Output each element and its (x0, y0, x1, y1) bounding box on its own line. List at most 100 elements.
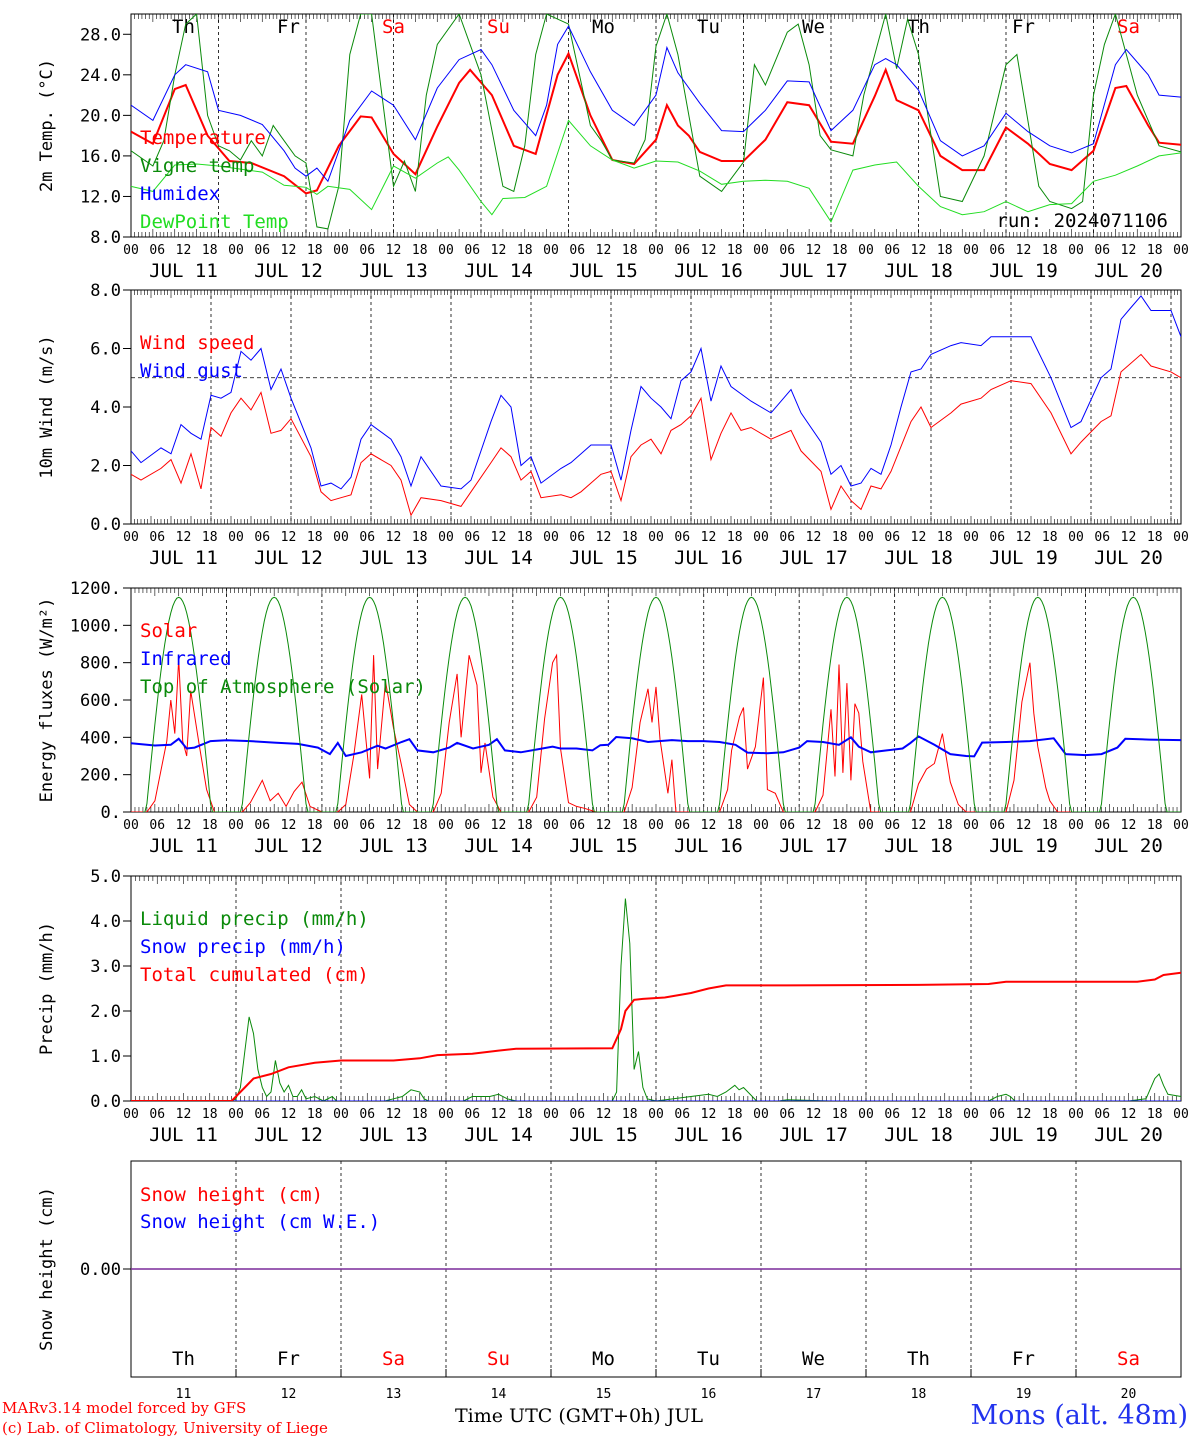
temp-series-humidex (131, 25, 1181, 183)
snow-ytick-label: 0.00 (80, 1260, 121, 1280)
wind-date-label: JUL 16 (674, 547, 743, 569)
precip-hour-label: 18 (517, 1107, 533, 1122)
temp-hour-label: 18 (622, 243, 638, 258)
energy-hour-label: 12 (701, 818, 717, 833)
energy-hour-label: 12 (281, 818, 297, 833)
temp-hour-label: 06 (884, 243, 900, 258)
snow-legend-entry: Snow height (cm W.E.) (140, 1211, 380, 1233)
snow-day-number: 18 (911, 1387, 927, 1402)
wind-hour-label: 18 (937, 530, 953, 545)
precip-hour-label: 00 (1068, 1107, 1084, 1122)
precip-date-label: JUL 12 (254, 1124, 323, 1146)
wind-ytick-label: 4.0 (90, 398, 121, 418)
precip-hour-label: 06 (884, 1107, 900, 1122)
wind-hour-label: 18 (1147, 530, 1163, 545)
temp-hour-label: 12 (386, 243, 402, 258)
temp-hour-label: 06 (464, 243, 480, 258)
wind-hour-label: 00 (123, 530, 139, 545)
energy-ytick-label: 1000. (70, 616, 121, 636)
temp-day-name: Mo (592, 16, 615, 38)
energy-ylabel: Energy fluxes (W/m²) (37, 598, 57, 803)
wind-series-wind-speed (131, 353, 1181, 517)
wind-hour-label: 00 (1173, 530, 1189, 545)
temp-date-label: JUL 14 (464, 260, 533, 282)
energy-hour-label: 00 (963, 818, 979, 833)
wind-hour-label: 00 (333, 530, 349, 545)
energy-hour-label: 18 (412, 818, 428, 833)
precip-series-total-cumulated-cm (131, 971, 1181, 1101)
temp-hour-label: 06 (149, 243, 165, 258)
precip-ytick-label: 4.0 (90, 912, 121, 932)
energy-hour-label: 18 (622, 818, 638, 833)
energy-date-label: JUL 16 (674, 835, 743, 857)
precip-hour-label: 00 (648, 1107, 664, 1122)
energy-hour-label: 06 (674, 818, 690, 833)
precip-date-label: JUL 19 (989, 1124, 1058, 1146)
temp-hour-label: 06 (254, 243, 270, 258)
wind-ytick-label: 8.0 (90, 281, 121, 301)
snow-day-number: 19 (1016, 1387, 1032, 1402)
energy-hour-label: 18 (307, 818, 323, 833)
temp-hour-label: 18 (412, 243, 428, 258)
energy-date-label: JUL 18 (884, 835, 953, 857)
precip-hour-label: 12 (701, 1107, 717, 1122)
temp-hour-label: 12 (281, 243, 297, 258)
precip-ytick-label: 2.0 (90, 1002, 121, 1022)
temp-legend-entry: Vigne temp (140, 155, 254, 177)
energy-hour-label: 12 (1016, 818, 1032, 833)
temp-hour-label: 12 (176, 243, 192, 258)
temp-date-label: JUL 20 (1094, 260, 1163, 282)
energy-hour-label: 12 (176, 818, 192, 833)
energy-hour-label: 06 (254, 818, 270, 833)
wind-hour-label: 12 (491, 530, 507, 545)
wind-hour-label: 06 (674, 530, 690, 545)
temp-date-label: JUL 19 (989, 260, 1058, 282)
energy-ytick-label: 0. (101, 803, 121, 823)
snow-day-name: Sa (382, 1348, 405, 1370)
precip-ylabel: Precip (mm/h) (37, 922, 57, 1055)
energy-hour-label: 18 (937, 818, 953, 833)
precip-hour-label: 00 (438, 1107, 454, 1122)
snow-day-name: We (802, 1348, 825, 1370)
temp-hour-label: 06 (779, 243, 795, 258)
precip-hour-label: 18 (1147, 1107, 1163, 1122)
wind-date-label: JUL 15 (569, 547, 638, 569)
wind-date-label: JUL 14 (464, 547, 533, 569)
wind-hour-label: 12 (176, 530, 192, 545)
energy-date-label: JUL 13 (359, 835, 428, 857)
precip-hour-label: 12 (911, 1107, 927, 1122)
x-axis-title: Time UTC (GMT+0h) JUL (455, 1405, 703, 1427)
temp-ytick-label: 16.0 (80, 147, 121, 167)
snow-day-name: Th (907, 1348, 930, 1370)
energy-date-label: JUL 11 (149, 835, 218, 857)
wind-date-label: JUL 11 (149, 547, 218, 569)
temp-hour-label: 18 (727, 243, 743, 258)
energy-hour-label: 00 (1068, 818, 1084, 833)
energy-hour-label: 18 (727, 818, 743, 833)
temp-ytick-label: 12.0 (80, 187, 121, 207)
wind-hour-label: 06 (149, 530, 165, 545)
snow-day-number: 12 (281, 1387, 297, 1402)
temp-day-name: Fr (277, 16, 300, 38)
temp-ytick-label: 24.0 (80, 66, 121, 86)
wind-date-label: JUL 13 (359, 547, 428, 569)
temp-legend-entry: Humidex (140, 183, 220, 205)
temp-hour-label: 06 (1094, 243, 1110, 258)
temp-hour-label: 18 (937, 243, 953, 258)
energy-hour-label: 00 (543, 818, 559, 833)
energy-hour-label: 12 (1121, 818, 1137, 833)
precip-hour-label: 18 (202, 1107, 218, 1122)
temp-hour-label: 12 (491, 243, 507, 258)
precip-date-label: JUL 18 (884, 1124, 953, 1146)
precip-hour-label: 00 (753, 1107, 769, 1122)
precip-hour-label: 06 (1094, 1107, 1110, 1122)
precip-date-label: JUL 14 (464, 1124, 533, 1146)
energy-date-label: JUL 19 (989, 835, 1058, 857)
snow-day-number: 20 (1121, 1387, 1137, 1402)
temp-date-label: JUL 12 (254, 260, 323, 282)
wind-date-label: JUL 20 (1094, 547, 1163, 569)
precip-hour-label: 12 (491, 1107, 507, 1122)
wind-hour-label: 00 (963, 530, 979, 545)
energy-hour-label: 06 (569, 818, 585, 833)
precip-hour-label: 18 (832, 1107, 848, 1122)
